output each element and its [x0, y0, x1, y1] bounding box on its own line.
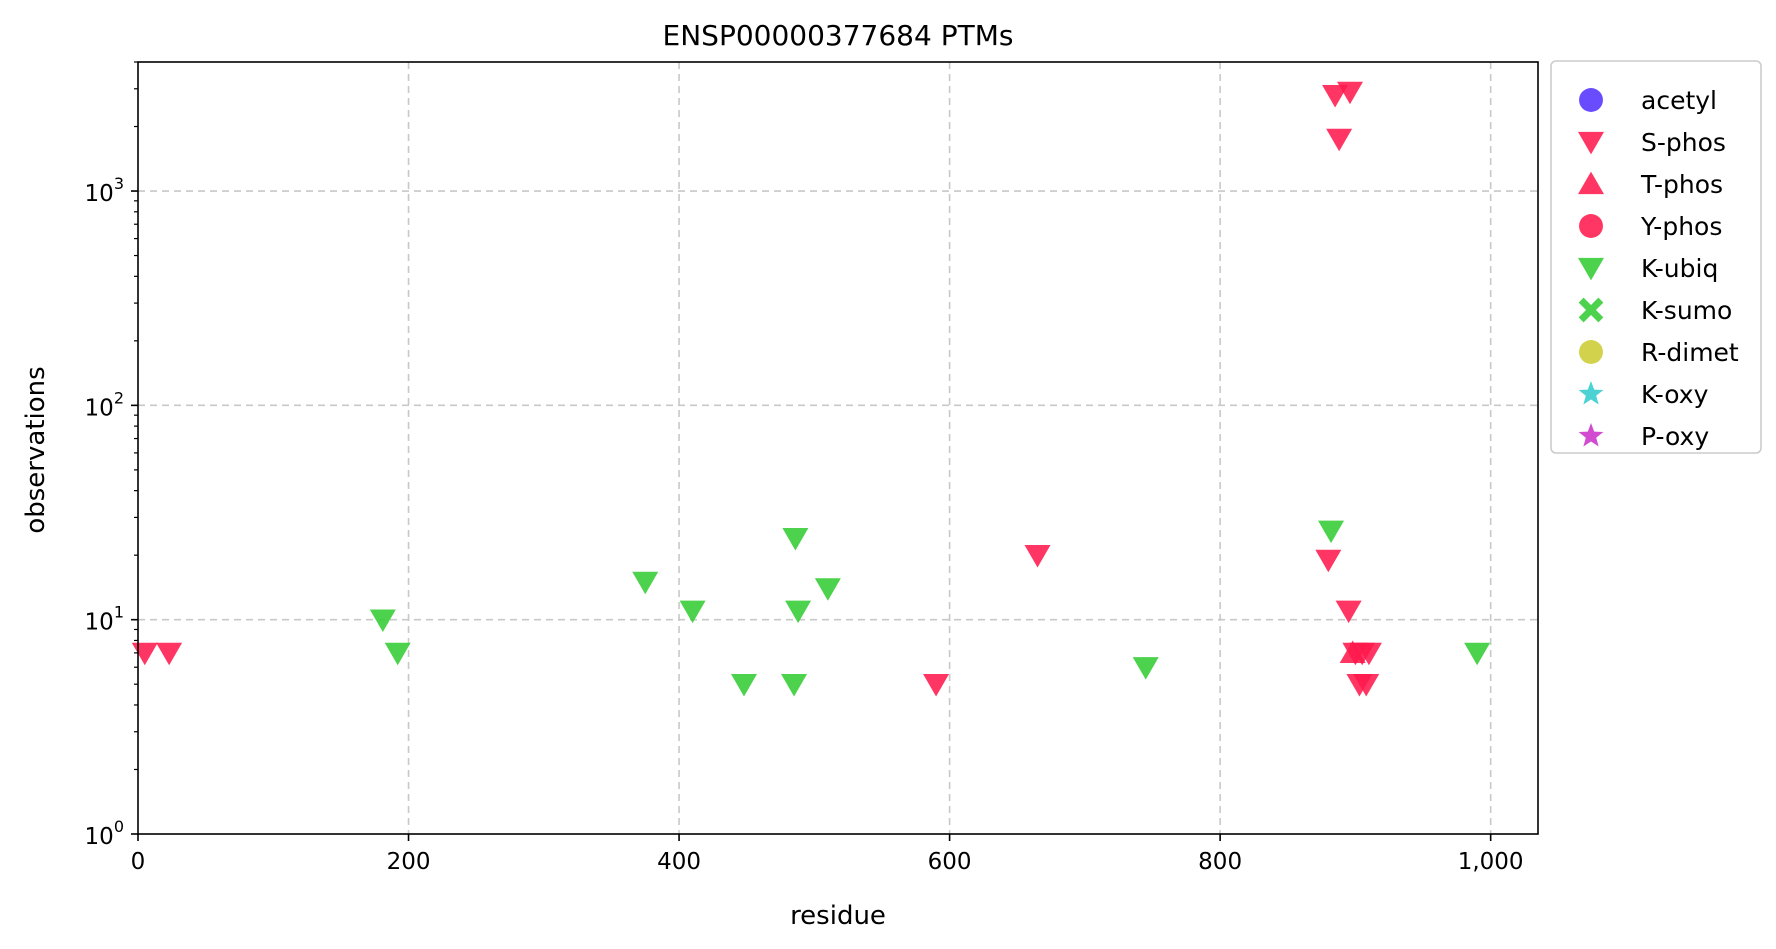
legend-label: acetyl	[1641, 86, 1717, 115]
y-tick-label: 102	[85, 388, 124, 421]
chart-title: ENSP00000377684 PTMs	[663, 19, 1014, 52]
legend-label: T-phos	[1640, 170, 1723, 199]
data-point-s-phos	[131, 642, 158, 666]
legend-marker-r-dimet	[1579, 340, 1603, 364]
data-point-k-ubiq	[1464, 642, 1491, 666]
legend-marker-k-oxy	[1578, 381, 1604, 405]
data-point-k-ubiq	[814, 578, 841, 601]
y-tick-label: 101	[85, 603, 124, 636]
x-tick-label: 800	[1198, 849, 1242, 875]
data-point-k-ubiq	[632, 571, 659, 595]
legend-marker-p-oxy	[1578, 423, 1604, 447]
legend-label: P-oxy	[1641, 422, 1709, 451]
axis-ticks: 0 200 400 600 800 1,000 100 101 102 103	[85, 61, 1524, 875]
legend-label: Y-phos	[1640, 212, 1722, 241]
x-tick-label: 1,000	[1458, 849, 1524, 875]
legend-marker-acetyl	[1579, 88, 1603, 112]
x-tick-label: 0	[131, 849, 146, 875]
data-point-s-phos	[1336, 81, 1363, 105]
data-point-s-phos	[156, 642, 183, 666]
data-point-k-ubiq	[730, 674, 757, 697]
legend-marker-y-phos	[1579, 214, 1603, 238]
legend: acetyl S-phos T-phos Y-phos K-ubiq K-sumo R-di…	[1550, 60, 1762, 454]
grid-lines	[138, 62, 1538, 834]
data-point-s-phos	[1322, 85, 1349, 108]
data-points	[131, 81, 1491, 697]
x-tick-label: 200	[387, 849, 431, 875]
legend-frame	[1550, 60, 1762, 454]
legend-label: K-ubiq	[1641, 254, 1718, 283]
data-point-s-phos	[1355, 642, 1382, 666]
data-point-k-ubiq	[781, 674, 808, 697]
data-point-k-ubiq	[785, 600, 812, 624]
data-point-k-ubiq	[1132, 657, 1159, 680]
legend-marker-k-sumo	[1578, 297, 1604, 323]
data-point-k-ubiq	[782, 528, 809, 551]
legend-marker-t-phos	[1578, 171, 1604, 195]
data-point-k-ubiq	[369, 609, 396, 633]
data-point-k-ubiq	[384, 642, 411, 666]
plot-area-frame	[137, 61, 1539, 835]
y-axis-title: observations	[21, 366, 51, 533]
x-axis-title: residue	[790, 901, 886, 931]
data-point-k-ubiq	[1318, 520, 1345, 544]
data-point-t-phos	[1339, 640, 1366, 664]
legend-marker-s-phos	[1578, 131, 1604, 155]
legend-marker-k-ubiq	[1578, 257, 1604, 281]
legend-label: S-phos	[1641, 128, 1726, 157]
x-tick-label: 600	[928, 849, 972, 875]
x-tick-label: 400	[657, 849, 701, 875]
y-tick-label: 103	[85, 174, 124, 207]
data-point-s-phos	[1335, 600, 1362, 624]
legend-label: K-sumo	[1641, 296, 1732, 325]
data-point-s-phos	[1024, 545, 1051, 568]
data-point-s-phos	[1315, 549, 1342, 573]
data-point-k-ubiq	[679, 600, 706, 624]
legend-label: R-dimet	[1641, 338, 1739, 367]
data-point-s-phos	[923, 674, 950, 697]
y-tick-label: 100	[85, 817, 124, 850]
data-point-s-phos	[1353, 674, 1380, 697]
legend-label: K-oxy	[1641, 380, 1709, 409]
data-point-s-phos	[1326, 128, 1353, 152]
